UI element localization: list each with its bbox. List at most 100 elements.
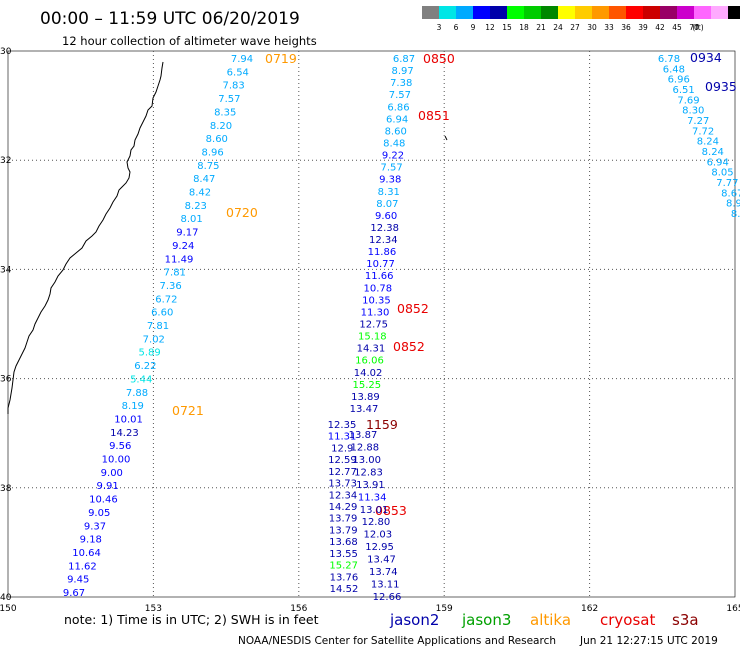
wave-height-value: 8.96	[201, 147, 223, 158]
credit-line: NOAA/NESDIS Center for Satellite Applica…	[238, 635, 556, 647]
wave-height-value: 11.31	[328, 432, 357, 443]
wave-height-value: 9.22	[382, 151, 404, 162]
wave-height-value: 13.55	[329, 549, 358, 560]
wave-height-value: 12.66	[373, 592, 402, 603]
wave-height-value: 12.83	[354, 467, 383, 478]
wave-height-value: 5.44	[130, 374, 152, 385]
scale-swatch	[592, 6, 609, 19]
wave-height-value: 13.47	[350, 404, 379, 415]
lat-tick-label: 34	[0, 265, 12, 275]
wave-height-value: 6.96	[668, 75, 690, 86]
wave-height-value: 7.36	[159, 281, 181, 292]
pass-time-label: 0934	[690, 50, 722, 65]
wave-height-value: 11.34	[358, 492, 387, 503]
scale-swatch	[524, 6, 541, 19]
wave-height-value: 13.87	[349, 430, 378, 441]
wave-height-value: 16.06	[355, 356, 384, 367]
wave-height-value: 15.27	[329, 561, 358, 572]
lon-tick-label: 150	[0, 604, 17, 614]
footnote: note: 1) Time is in UTC; 2) SWH is in fe…	[64, 612, 319, 627]
wave-height-value: 7.27	[687, 116, 709, 127]
wave-height-value: 13.68	[329, 537, 358, 548]
scale-swatch	[643, 6, 660, 19]
jason3-track-a: 12.3511.3112.912.5912.7713.7312.3414.291…	[328, 417, 398, 595]
scale-swatch	[711, 6, 728, 19]
wave-height-value: 8.30	[682, 106, 704, 117]
wave-height-value: 9.38	[379, 175, 401, 186]
wave-height-value: 7.77	[716, 178, 738, 189]
scale-label: 45	[672, 23, 682, 32]
pass-time-label: 0850	[423, 51, 455, 66]
scale-label: 30	[587, 23, 597, 32]
wave-height-value: 13.79	[329, 514, 358, 525]
wave-height-value: 6.72	[155, 294, 177, 305]
wave-height-value: 8.53	[731, 209, 740, 220]
wave-height-value: 12.77	[328, 467, 357, 478]
wave-height-value: 13.00	[352, 455, 381, 466]
wave-height-value: 8.31	[378, 187, 400, 198]
wave-height-value: 9.56	[109, 441, 131, 452]
wave-height-value: 8.35	[214, 107, 236, 118]
scale-swatch	[694, 6, 711, 19]
wave-height-value: 6.94	[386, 114, 408, 125]
wave-height-value: 11.66	[365, 271, 394, 282]
wave-height-value: 6.48	[663, 64, 685, 75]
wave-height-value: 8.99	[726, 199, 740, 210]
scale-label: 21	[536, 23, 546, 32]
lat-tick-label: 36	[0, 375, 12, 385]
wave-height-value: 9.18	[80, 535, 102, 546]
legend-altika: altika	[530, 611, 571, 629]
wave-height-value: 8.24	[702, 147, 724, 158]
wave-height-value: 12.34	[369, 235, 398, 246]
wave-height-value: 15.25	[352, 380, 381, 391]
map-subtitle: 12 hour collection of altimeter wave hei…	[62, 34, 317, 48]
legend-jason3: jason3	[461, 611, 511, 629]
scale-label: 18	[519, 23, 529, 32]
scale-label: 27	[570, 23, 580, 32]
wave-height-value: 7.57	[389, 90, 411, 101]
scale-label: 15	[502, 23, 512, 32]
scale-label: 24	[553, 23, 563, 32]
pass-time-label: 0720	[226, 205, 258, 220]
pass-time-label: 0719	[265, 51, 297, 66]
wave-height-value: 14.23	[110, 428, 139, 439]
wave-height-value: 8.23	[185, 201, 207, 212]
scale-swatch	[541, 6, 558, 19]
wave-height-value: 13.91	[356, 480, 385, 491]
scale-label: 33	[604, 23, 614, 32]
scale-swatch	[456, 6, 473, 19]
cryosat-track-central: 6.878.977.387.576.866.948.608.489.227.57…	[350, 51, 455, 518]
lon-tick-label: 153	[145, 604, 162, 614]
scale-label: 6	[454, 23, 459, 32]
wave-height-value: 6.51	[672, 85, 694, 96]
lat-lon-grid: 150 153 156 159 162 165 30 32 34 36 38 40	[0, 47, 740, 614]
wave-height-value: 8.60	[206, 134, 228, 145]
wave-height-value: 12.95	[365, 542, 394, 553]
scale-swatch	[473, 6, 490, 19]
wave-height-value: 9.00	[101, 468, 123, 479]
wave-height-value: 13.79	[329, 525, 358, 536]
wave-height-value: 12.35	[328, 420, 357, 431]
legend-cryosat: cryosat	[600, 611, 655, 629]
wave-height-value: 8.07	[376, 199, 398, 210]
wave-height-value: 8.47	[193, 174, 215, 185]
wave-height-value: 8.42	[189, 188, 211, 199]
scale-swatch	[507, 6, 524, 19]
coast-fragment	[444, 135, 448, 141]
lon-tick-label: 162	[581, 604, 598, 614]
scale-swatch	[558, 6, 575, 19]
wave-height-value: 8.01	[180, 214, 202, 225]
wave-height-value: 11.62	[68, 561, 97, 572]
pass-time-label: 0935	[705, 79, 737, 94]
wave-height-value: 6.78	[658, 54, 680, 65]
wave-height-value: 11.30	[361, 307, 390, 318]
scale-swatch	[660, 6, 677, 19]
altika-track-west: 7.94 6.54 7.83 7.57 8.35 8.20 8.60 8.96 8.75 8.47…	[63, 51, 297, 599]
coastline	[7, 61, 164, 414]
wave-height-value: 7.88	[126, 388, 148, 399]
wave-height-value: 5.89	[138, 348, 160, 359]
wave-height-value: 14.02	[354, 368, 383, 379]
wave-height-value: 8.75	[197, 161, 219, 172]
